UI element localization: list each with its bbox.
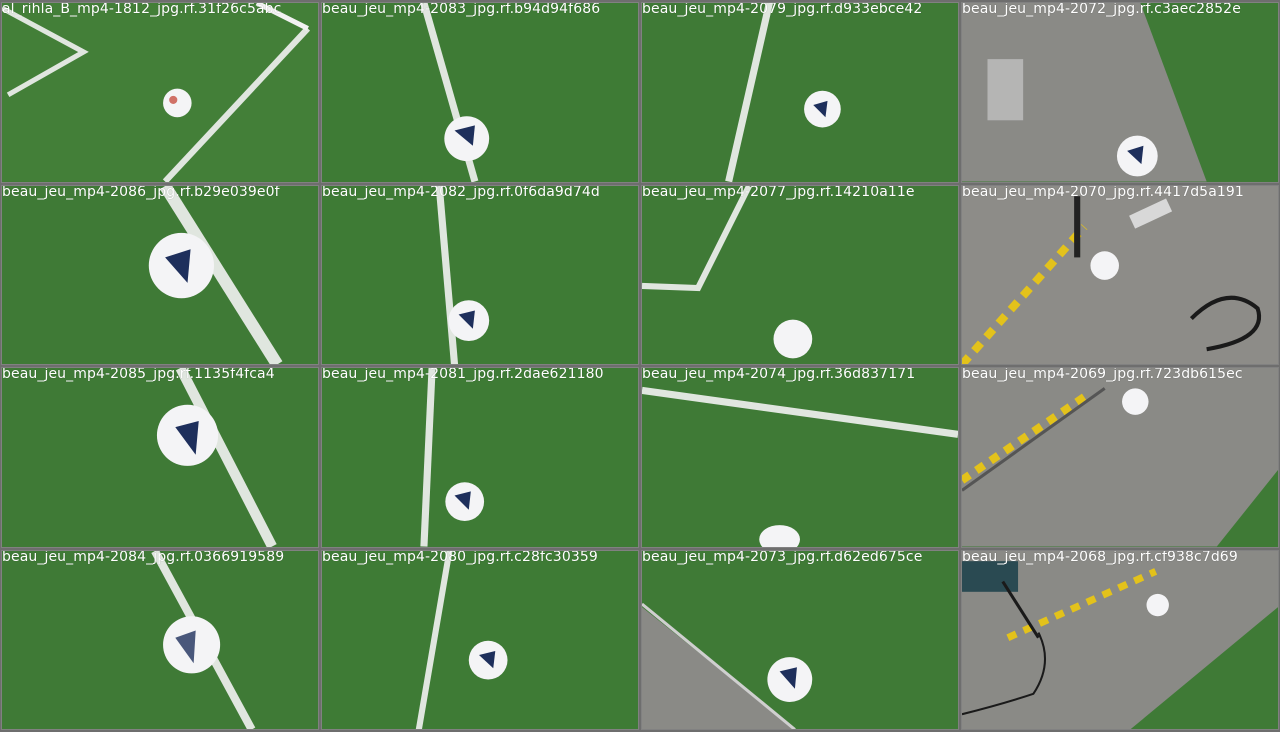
- tile-caption: beau_jeu_mp4-2070_jpg.rf.4417d5a191: [962, 185, 1244, 200]
- image-tile[interactable]: beau_jeu_mp4-2077_jpg.rf.14210a11e: [641, 184, 959, 365]
- image-tile[interactable]: beau_jeu_mp4-2082_jpg.rf.0f6da9d74d: [321, 184, 639, 365]
- image-tile[interactable]: beau_jeu_mp4-2083_jpg.rf.b94d94f686: [321, 2, 639, 183]
- tile-caption: beau_jeu_mp4-2086_jpg.rf.b29e039e0f: [2, 185, 280, 200]
- tile-image: [962, 368, 1278, 547]
- tile-image: [962, 3, 1278, 182]
- tile-image: [2, 368, 318, 547]
- image-tile[interactable]: beau_jeu_mp4-2072_jpg.rf.c3aec2852e: [961, 2, 1279, 183]
- tile-caption: beau_jeu_mp4-2083_jpg.rf.b94d94f686: [322, 3, 601, 17]
- tile-image: [322, 3, 638, 182]
- image-tile[interactable]: beau_jeu_mp4-2068_jpg.rf.cf938c7d69: [961, 549, 1279, 730]
- tile-caption: beau_jeu_mp4-2068_jpg.rf.cf938c7d69: [962, 550, 1238, 565]
- image-tile[interactable]: beau_jeu_mp4-2081_jpg.rf.2dae621180: [321, 367, 639, 548]
- tile-image: [642, 185, 958, 364]
- tile-image: [322, 368, 638, 547]
- tile-caption: beau_jeu_mp4-2077_jpg.rf.14210a11e: [642, 185, 915, 200]
- tile-caption: beau_jeu_mp4-2081_jpg.rf.2dae621180: [322, 368, 604, 382]
- tile-image: [322, 185, 638, 364]
- image-tile[interactable]: beau_jeu_mp4-2069_jpg.rf.723db615ec: [961, 367, 1279, 548]
- tile-image: [322, 550, 638, 729]
- tile-image: [642, 368, 958, 547]
- tile-image: [642, 3, 958, 182]
- tile-caption: beau_jeu_mp4-2074_jpg.rf.36d837171: [642, 368, 916, 382]
- tile-caption: al_rihla_B_mp4-1812_jpg.rf.31f26c5abc: [2, 3, 282, 17]
- image-tile[interactable]: beau_jeu_mp4-2086_jpg.rf.b29e039e0f: [1, 184, 319, 365]
- tile-caption: beau_jeu_mp4-2084_jpg.rf.0366919589: [2, 550, 285, 565]
- image-tile[interactable]: al_rihla_B_mp4-1812_jpg.rf.31f26c5abc: [1, 2, 319, 183]
- image-tile[interactable]: beau_jeu_mp4-2073_jpg.rf.d62ed675ce: [641, 549, 959, 730]
- tile-image: [2, 550, 318, 729]
- image-tile[interactable]: beau_jeu_mp4-2079_jpg.rf.d933ebce42: [641, 2, 959, 183]
- tile-caption: beau_jeu_mp4-2082_jpg.rf.0f6da9d74d: [322, 185, 600, 200]
- tile-caption: beau_jeu_mp4-2079_jpg.rf.d933ebce42: [642, 3, 923, 17]
- image-tile[interactable]: beau_jeu_mp4-2070_jpg.rf.4417d5a191: [961, 184, 1279, 365]
- tile-image: [962, 550, 1278, 729]
- tile-image: [2, 3, 318, 182]
- tile-image: [642, 550, 958, 729]
- tile-caption: beau_jeu_mp4-2085_jpg.rf.1135f4fca4: [2, 368, 275, 382]
- tile-caption: beau_jeu_mp4-2080_jpg.rf.c28fc30359: [322, 550, 598, 565]
- image-tile[interactable]: beau_jeu_mp4-2084_jpg.rf.0366919589: [1, 549, 319, 730]
- image-tile[interactable]: beau_jeu_mp4-2074_jpg.rf.36d837171: [641, 367, 959, 548]
- image-tile[interactable]: beau_jeu_mp4-2080_jpg.rf.c28fc30359: [321, 549, 639, 730]
- tile-caption: beau_jeu_mp4-2069_jpg.rf.723db615ec: [962, 368, 1243, 382]
- tile-image: [2, 185, 318, 364]
- image-tile[interactable]: beau_jeu_mp4-2085_jpg.rf.1135f4fca4: [1, 367, 319, 548]
- tile-image: [962, 185, 1278, 364]
- tile-caption: beau_jeu_mp4-2072_jpg.rf.c3aec2852e: [962, 3, 1241, 17]
- tile-caption: beau_jeu_mp4-2073_jpg.rf.d62ed675ce: [642, 550, 923, 565]
